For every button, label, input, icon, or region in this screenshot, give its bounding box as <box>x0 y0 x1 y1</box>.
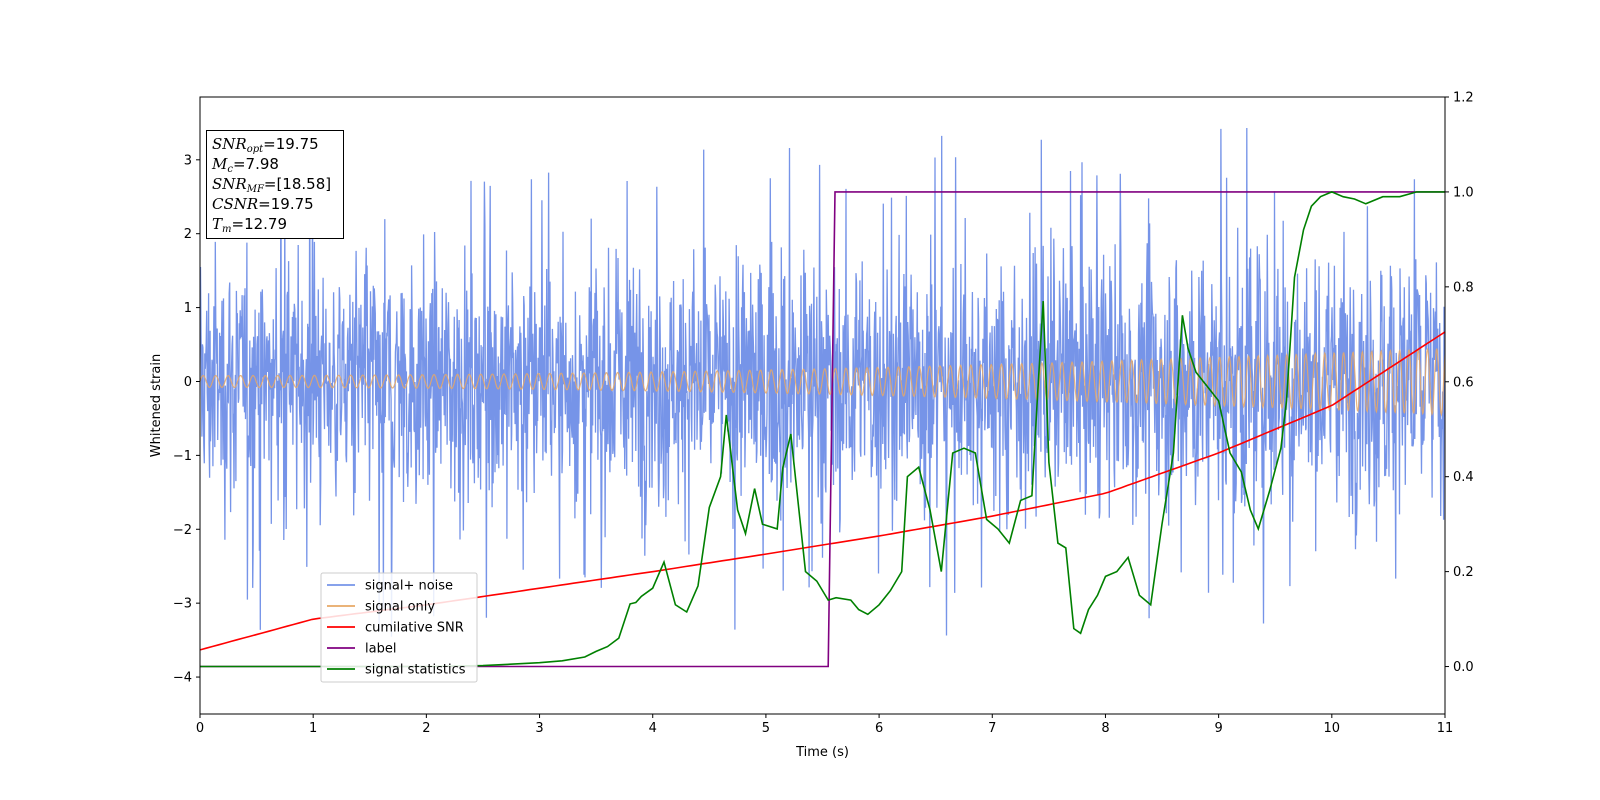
y-tick-label-right: 0.6 <box>1453 375 1474 390</box>
x-tick-label: 3 <box>535 721 543 736</box>
x-axis-title: Time (s) <box>795 745 849 760</box>
csnr-row: CSNR=19.75 <box>212 195 314 213</box>
y-tick-label-right: 1.0 <box>1453 185 1474 200</box>
x-tick-label: 7 <box>988 721 996 736</box>
y-tick-label-left: 3 <box>184 153 192 168</box>
x-axis: 0 1 2 3 4 5 6 7 8 9 10 11 <box>196 714 1453 736</box>
y-axis-title: Whitened strain <box>149 354 164 457</box>
series-signal-only <box>200 347 1445 417</box>
x-tick-label: 5 <box>762 721 770 736</box>
series-label <box>200 191 1445 668</box>
y-tick-label-left: 0 <box>184 375 192 390</box>
tm-row: Tm=12.79 <box>212 215 288 235</box>
y-tick-label-left: 2 <box>184 227 192 242</box>
legend-box <box>320 572 478 683</box>
y-tick-label-left: 1 <box>184 301 192 316</box>
series-signal-statistics <box>200 191 1445 668</box>
y-tick-label-left: −3 <box>173 597 192 612</box>
y-tick-label-left: −2 <box>173 523 192 538</box>
x-tick-label: 2 <box>422 721 430 736</box>
series-signal-noise <box>200 127 1445 637</box>
x-tick-label: 11 <box>1437 721 1454 736</box>
y-tick-label-right: 1.2 <box>1453 91 1474 106</box>
legend-label: cumilative SNR <box>365 621 464 636</box>
x-tick-label: 9 <box>1214 721 1222 736</box>
snr-mf-row: SNRMF=[18.58] <box>212 175 332 195</box>
stats-info-box: SNRopt=19.75 Mc=7.98 SNRMF=[18.58] CSNR=… <box>206 130 344 239</box>
legend-label: signal+ noise <box>365 579 453 594</box>
legend: signal+ noise signal only cumilative SNR la… <box>320 572 478 683</box>
x-tick-label: 6 <box>875 721 883 736</box>
legend-label: label <box>365 642 396 657</box>
legend-label: signal statistics <box>365 663 466 678</box>
axes-frame <box>199 96 1446 715</box>
y-axis-right: 1.2 1.0 0.8 0.6 0.4 0.2 0.0 <box>1445 91 1474 675</box>
y-tick-label-left: −4 <box>173 671 192 686</box>
y-tick-label-right: 0.4 <box>1453 470 1474 485</box>
x-tick-label: 0 <box>196 721 204 736</box>
x-tick-label: 8 <box>1101 721 1109 736</box>
x-tick-label: 10 <box>1324 721 1341 736</box>
x-tick-label: 1 <box>309 721 317 736</box>
y-tick-label-right: 0.2 <box>1453 565 1474 580</box>
legend-label: signal only <box>365 600 435 615</box>
snr-opt-row: SNRopt=19.75 <box>212 135 319 155</box>
y-axis-left: 3 2 1 0 −1 −2 −3 −4 <box>173 153 200 686</box>
y-tick-label-right: 0.8 <box>1453 280 1474 295</box>
mc-row: Mc=7.98 <box>212 155 279 175</box>
x-tick-label: 4 <box>649 721 657 736</box>
y-tick-label-right: 0.0 <box>1453 660 1474 675</box>
y-tick-label-left: −1 <box>173 449 192 464</box>
